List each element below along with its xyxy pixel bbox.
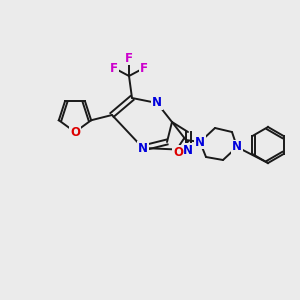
Text: N: N [183,143,193,157]
Text: F: F [140,61,148,74]
Text: N: N [138,142,148,154]
Text: F: F [110,61,118,74]
Text: O: O [70,125,80,139]
Text: N: N [195,136,205,148]
Text: F: F [125,52,133,64]
Text: N: N [152,97,162,110]
Text: O: O [173,146,183,158]
Text: N: N [232,140,242,154]
